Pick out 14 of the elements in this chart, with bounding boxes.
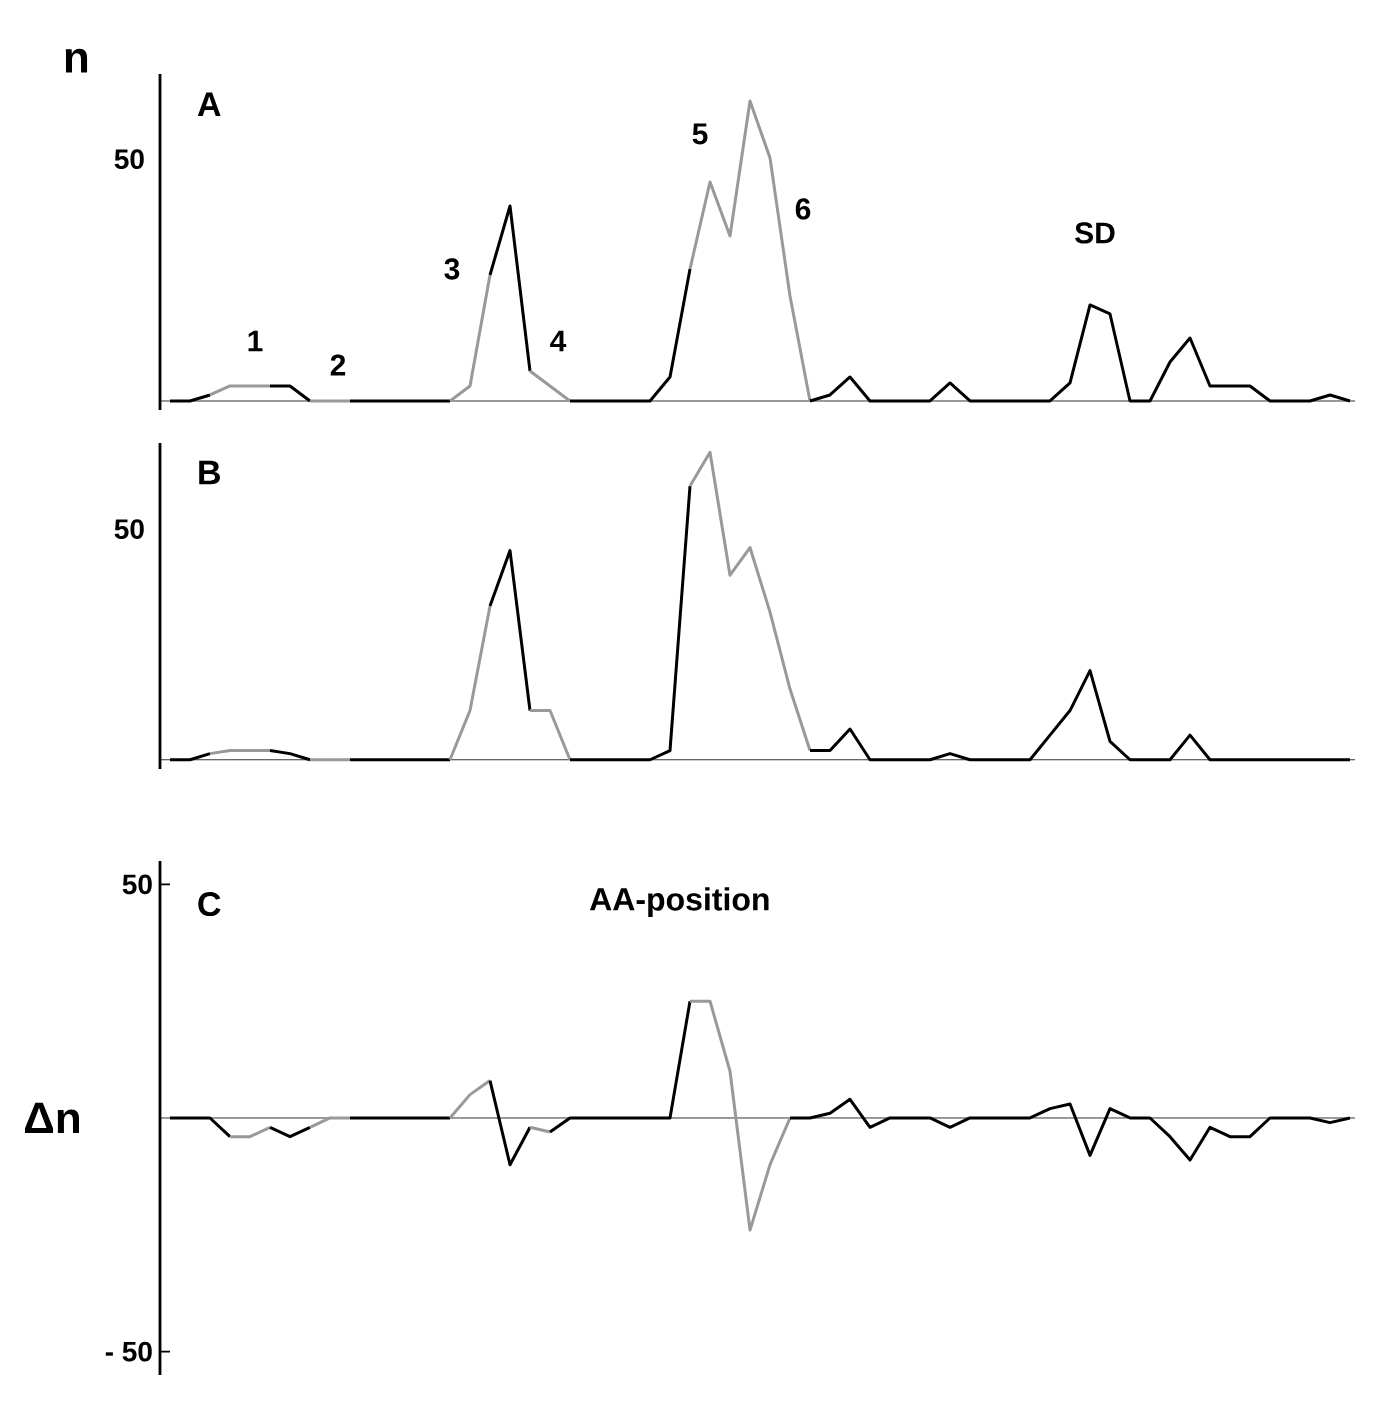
annotation: 2 xyxy=(330,354,346,376)
annotation: 3 xyxy=(444,258,460,280)
y-axis-title: n xyxy=(65,48,88,73)
chart-title: A xyxy=(197,92,221,116)
annotation: 4 xyxy=(550,330,567,352)
x-axis-title: AA-position xyxy=(589,887,769,918)
y-tick-label: - 50 xyxy=(105,1341,152,1362)
annotation: 6 xyxy=(795,198,811,220)
annotation: 5 xyxy=(692,123,708,145)
annotation: SD xyxy=(1075,222,1115,244)
y-axis-title: Δn xyxy=(24,1102,79,1134)
chart-title: B xyxy=(199,460,220,485)
annotation: 1 xyxy=(248,330,263,352)
text: C xyxy=(198,892,221,917)
